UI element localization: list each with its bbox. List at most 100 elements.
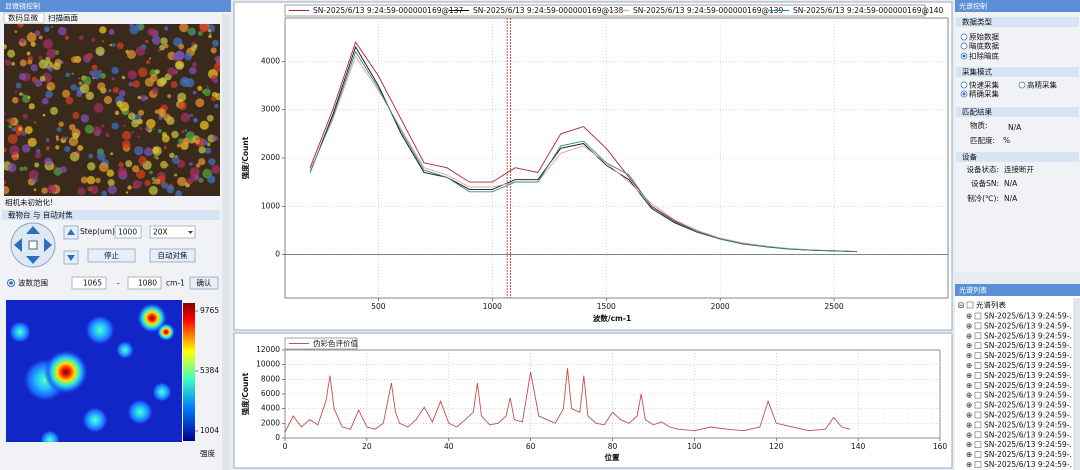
stop-button[interactable] — [87, 248, 136, 263]
range-min-input[interactable] — [71, 276, 107, 290]
range-max-input[interactable] — [127, 276, 162, 290]
direction-pad[interactable] — [10, 222, 56, 268]
tree-toggle[interactable]: ⊕ — [966, 331, 972, 340]
range-max[interactable]: 1080 — [138, 279, 157, 288]
checkbox[interactable] — [974, 332, 982, 340]
checkbox[interactable] — [974, 441, 982, 449]
button-label[interactable]: 停止 — [104, 250, 119, 260]
image-speck — [7, 49, 16, 58]
list-item[interactable]: SN-2025/6/13 9:24:59-... — [984, 460, 1077, 469]
step-input[interactable] — [114, 225, 142, 239]
list-item[interactable]: SN-2025/6/13 9:24:59-... — [984, 440, 1077, 449]
x-tick-label: 2500 — [825, 302, 844, 311]
tab[interactable] — [3, 12, 45, 24]
list-item[interactable]: SN-2025/6/13 9:24:59-... — [984, 371, 1077, 380]
autofocus-button[interactable] — [149, 248, 196, 263]
checkbox[interactable] — [974, 461, 982, 468]
radio[interactable] — [1018, 81, 1026, 89]
image-speck — [189, 162, 193, 166]
checkbox[interactable] — [974, 352, 982, 359]
image-speck — [157, 49, 161, 53]
tree-toggle[interactable]: ⊕ — [966, 440, 972, 449]
checkbox[interactable] — [974, 362, 982, 369]
tree-toggle[interactable]: ⊕ — [966, 460, 972, 469]
scrollbar[interactable] — [222, 14, 230, 470]
image-speck — [125, 191, 129, 194]
radio[interactable] — [960, 81, 968, 89]
step-value[interactable]: 1000 — [118, 228, 137, 237]
tree-toggle[interactable]: ⊕ — [966, 341, 972, 350]
checkbox[interactable] — [974, 312, 982, 320]
checkbox[interactable] — [974, 322, 982, 330]
tree-toggle[interactable]: ⊕ — [966, 351, 972, 360]
button-label[interactable]: 自动对焦 — [158, 250, 188, 260]
checkbox[interactable] — [974, 391, 982, 399]
image-speck — [38, 56, 43, 61]
radio-label[interactable]: 暗底数据 — [969, 41, 999, 51]
checkbox[interactable] — [966, 301, 974, 309]
scrollbar[interactable] — [1073, 298, 1080, 470]
tree-toggle[interactable]: ⊕ — [966, 401, 972, 410]
image-speck — [206, 85, 209, 88]
tree-toggle[interactable]: ⊕ — [966, 361, 972, 370]
checkbox[interactable] — [974, 401, 982, 409]
tree-toggle[interactable]: ⊟ — [958, 301, 964, 310]
tree-toggle[interactable]: ⊕ — [966, 391, 972, 400]
list-item[interactable]: SN-2025/6/13 9:24:59-... — [984, 361, 1077, 370]
checkbox[interactable] — [974, 451, 982, 458]
radio-label[interactable]: 原始数据 — [969, 32, 999, 42]
tree-toggle[interactable]: ⊕ — [966, 430, 972, 439]
list-item[interactable]: SN-2025/6/13 9:24:59-... — [984, 430, 1077, 439]
tree-toggle[interactable]: ⊕ — [966, 450, 972, 459]
list-item[interactable]: SN-2025/6/13 9:24:59-... — [984, 450, 1077, 459]
checkbox[interactable] — [974, 431, 982, 439]
tree-toggle[interactable]: ⊕ — [966, 420, 972, 429]
image-speck — [208, 29, 212, 33]
list-item[interactable]: SN-2025/6/13 9:24:59-... — [984, 331, 1077, 340]
image-speck — [56, 127, 62, 132]
checkbox[interactable] — [974, 421, 982, 429]
radio-label[interactable]: 快速采集 — [969, 80, 999, 90]
dpad-arrows[interactable] — [14, 226, 52, 264]
checkbox[interactable] — [974, 381, 982, 389]
heat-blob — [85, 315, 115, 345]
list-item[interactable]: SN-2025/6/13 9:24:59-... — [984, 411, 1077, 420]
checkbox[interactable] — [974, 372, 982, 379]
zoom-select[interactable] — [149, 225, 196, 239]
tree-toggle[interactable]: ⊕ — [966, 312, 972, 321]
list-item[interactable]: SN-2025/6/13 9:24:59-... — [984, 420, 1077, 429]
range-min[interactable]: 1065 — [83, 279, 102, 288]
list-item[interactable]: SN-2025/6/13 9:24:59-... — [984, 341, 1077, 350]
dpad-center[interactable] — [28, 240, 38, 250]
image-speck — [151, 87, 159, 95]
radio[interactable] — [960, 42, 968, 50]
list-item[interactable]: SN-2025/6/13 9:24:59-... — [984, 401, 1077, 410]
image-speck — [26, 51, 31, 56]
list-item[interactable]: SN-2025/6/13 9:24:59-... — [984, 321, 1077, 330]
tree-toggle[interactable]: ⊕ — [966, 371, 972, 380]
zoom-value[interactable]: 20X — [153, 228, 168, 237]
confirm-button[interactable] — [189, 276, 219, 290]
tab-label[interactable]: 数码显微 — [8, 13, 38, 23]
field-label: 设备SN: — [971, 178, 999, 188]
list-item[interactable]: SN-2025/6/13 9:24:59-... — [984, 381, 1077, 390]
image-speck — [7, 133, 18, 144]
list-item[interactable]: SN-2025/6/13 9:24:59-... — [984, 312, 1077, 321]
tree-toggle[interactable]: ⊕ — [966, 411, 972, 420]
image-speck — [176, 143, 181, 148]
radio-label[interactable]: 精确采集 — [969, 89, 999, 99]
tree-toggle[interactable]: ⊕ — [966, 321, 972, 330]
image-speck — [138, 67, 148, 78]
list-item[interactable]: SN-2025/6/13 9:24:59-... — [984, 391, 1077, 400]
tab-label[interactable]: 扫描画面 — [48, 13, 78, 23]
radio-label[interactable]: 扣除暗底 — [969, 51, 999, 61]
radio-label[interactable]: 高精采集 — [1027, 80, 1057, 90]
list-item[interactable]: SN-2025/6/13 9:24:59-... — [984, 351, 1077, 360]
image-speck — [55, 145, 60, 150]
checkbox[interactable] — [974, 342, 982, 350]
tree-toggle[interactable]: ⊕ — [966, 381, 972, 390]
checkbox[interactable] — [974, 411, 982, 419]
image-speck — [91, 64, 98, 71]
button-label[interactable]: 确认 — [197, 278, 212, 288]
radio[interactable] — [960, 33, 968, 41]
